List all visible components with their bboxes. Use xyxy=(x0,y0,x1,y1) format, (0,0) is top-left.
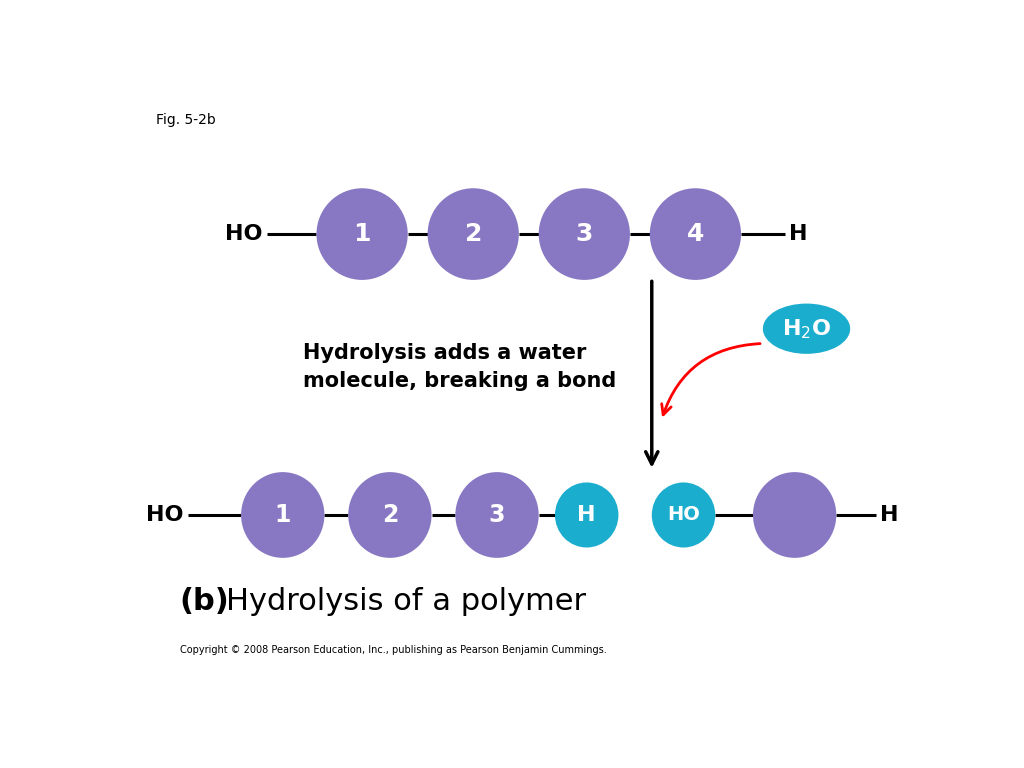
Text: HO: HO xyxy=(667,505,700,525)
Ellipse shape xyxy=(651,482,715,548)
Text: H: H xyxy=(578,505,596,525)
Text: H: H xyxy=(880,505,898,525)
Ellipse shape xyxy=(428,188,519,280)
Text: Copyright © 2008 Pearson Education, Inc., publishing as Pearson Benjamin Cumming: Copyright © 2008 Pearson Education, Inc.… xyxy=(179,645,606,655)
Text: 1: 1 xyxy=(274,503,291,527)
FancyArrowPatch shape xyxy=(662,343,760,415)
Text: H: H xyxy=(790,224,808,244)
Text: Hydrolysis of a polymer: Hydrolysis of a polymer xyxy=(225,587,586,615)
Text: Hydrolysis adds a water
molecule, breaking a bond: Hydrolysis adds a water molecule, breaki… xyxy=(303,343,615,391)
Text: 4: 4 xyxy=(687,222,705,246)
Ellipse shape xyxy=(539,188,630,280)
Ellipse shape xyxy=(241,472,325,558)
Text: 3: 3 xyxy=(575,222,593,246)
Text: 1: 1 xyxy=(353,222,371,246)
Ellipse shape xyxy=(316,188,408,280)
Ellipse shape xyxy=(555,482,618,548)
Ellipse shape xyxy=(763,303,850,354)
Text: Fig. 5-2b: Fig. 5-2b xyxy=(156,113,215,127)
Ellipse shape xyxy=(348,472,431,558)
Text: 2: 2 xyxy=(465,222,482,246)
Ellipse shape xyxy=(456,472,539,558)
Ellipse shape xyxy=(753,472,837,558)
Text: 2: 2 xyxy=(382,503,398,527)
Text: HO: HO xyxy=(146,505,183,525)
Text: HO: HO xyxy=(225,224,263,244)
Ellipse shape xyxy=(650,188,741,280)
Text: 3: 3 xyxy=(488,503,505,527)
Text: H$_2$O: H$_2$O xyxy=(782,317,831,340)
Text: (b): (b) xyxy=(179,587,229,615)
